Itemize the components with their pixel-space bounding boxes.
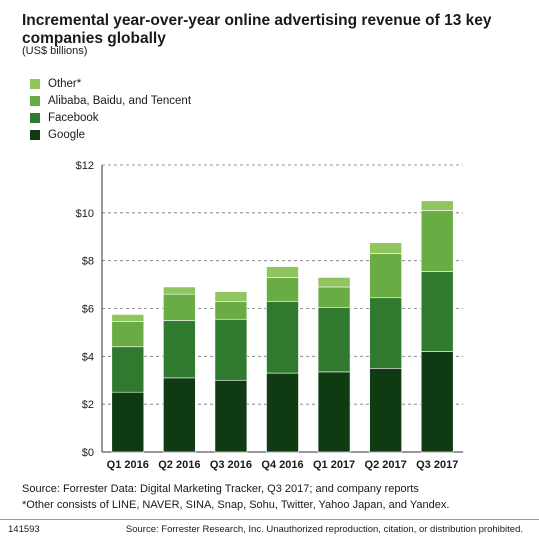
stacked-bar-chart: $0 $2 $4 $6 $8 $10 $12 Q1 2016 Q2 2016 Q3 2016 Q4 … [76,160,463,471]
y-tick-label: $0 [82,447,94,459]
bar-segment-alibaba-baidu-and-tencent [111,321,145,348]
bar-segment-facebook [163,320,196,379]
bar-segment-alibaba-baidu-and-tencent [317,286,351,308]
legend-label-alibaba-baidu-tencent: Alibaba, Baidu, and Tencent [48,94,192,107]
bar-segment-other [369,242,402,254]
footnote: *Other consists of LINE, NAVER, SINA, Sn… [22,499,450,511]
legend-swatch-alibaba-baidu-tencent [30,95,40,106]
source-note: Source: Forrester Data: Digital Marketin… [22,483,419,495]
copyright-note: Source: Forrester Research, Inc. Unautho… [125,524,523,535]
y-tick-label: $4 [82,351,94,363]
legend-swatch-facebook [30,112,40,123]
bar-segment-alibaba-baidu-and-tencent [420,210,454,272]
footer-divider [0,519,539,520]
legend-swatch-other [30,78,40,89]
bar-segment-other [266,266,299,278]
legend-item-alibaba-baidu-tencent: Alibaba, Baidu, and Tencent [30,92,191,109]
bar-segment-facebook [214,318,248,381]
bar-segment-google [163,377,196,453]
chart-title: Incremental year-over-year online advert… [22,12,492,47]
figure-code: 141593 [8,524,40,535]
bar-segment-facebook [266,301,299,374]
legend-item-facebook: Facebook [30,109,191,126]
bar-segment-google [369,367,402,453]
x-tick-label: Q2 2016 [158,459,200,471]
legend-label-facebook: Facebook [48,111,99,124]
bar-segment-google [266,372,299,453]
x-tick-label: Q4 2016 [261,459,303,471]
bar-segment-alibaba-baidu-and-tencent [266,277,299,302]
legend-label-google: Google [48,128,86,141]
legend-label-other: Other* [48,77,82,90]
bar-segment-google [111,391,145,453]
bar-segment-alibaba-baidu-and-tencent [163,293,196,321]
y-tick-label: $8 [82,256,94,268]
bar-segment-alibaba-baidu-and-tencent [214,301,248,320]
x-tick-label: Q2 2017 [365,459,407,471]
x-tick-label: Q3 2017 [416,459,458,471]
legend-item-other: Other* [30,75,191,92]
bar-segment-facebook [369,297,402,369]
bar-segment-other [317,277,351,288]
bar-segment-other [420,200,454,211]
bar-segment-facebook [111,346,145,393]
y-tick-label: $12 [76,160,94,172]
bar-segment-other [111,314,145,322]
y-tick-label: $2 [82,399,94,411]
bar-segment-other [163,286,196,295]
legend-swatch-google [30,129,40,140]
legend: Other* Alibaba, Baidu, and Tencent Faceb… [30,75,191,143]
bar-segment-google [317,371,351,453]
chart-subtitle: (US$ billions) [22,45,88,57]
x-tick-label: Q1 2016 [107,459,149,471]
bar-segment-alibaba-baidu-and-tencent [369,253,402,299]
x-tick-label: Q3 2016 [210,459,252,471]
x-tick-label: Q1 2017 [313,459,355,471]
y-tick-label: $10 [76,208,94,220]
bar-segment-facebook [420,271,454,352]
bar-segment-other [214,291,248,302]
y-tick-label: $6 [82,304,94,316]
legend-item-google: Google [30,126,191,143]
bar-segment-google [420,351,454,453]
bar-segment-google [214,379,248,453]
bar-segment-facebook [317,307,351,373]
